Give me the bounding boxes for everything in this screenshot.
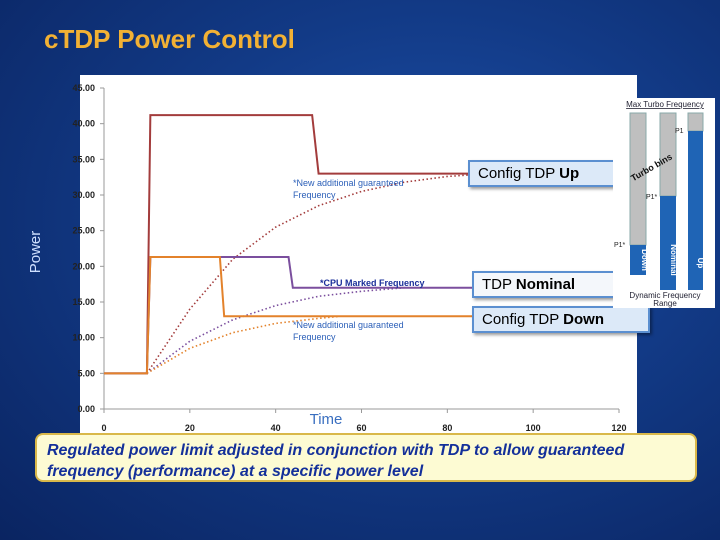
footer-note: Regulated power limit adjusted in conjun… — [35, 433, 697, 482]
annotation: *CPU Marked Frequency — [320, 278, 425, 288]
frequency-diagram: Max Turbo Frequency Down Nominal Up Turb… — [613, 98, 715, 308]
annotation: Frequency — [293, 332, 336, 342]
annotation: Frequency — [293, 190, 336, 200]
bar-blue — [660, 196, 676, 290]
y-tick-label: 10.00 — [72, 333, 95, 343]
y-tick-label: 35.00 — [72, 154, 95, 164]
level-label: P1* — [646, 194, 658, 201]
series-line — [146, 286, 405, 374]
x-tick-label: 40 — [271, 423, 281, 433]
diagram-top-label: Max Turbo Frequency — [626, 100, 704, 109]
series-line — [104, 114, 619, 375]
y-tick-label: 40.00 — [72, 119, 95, 129]
series-line — [104, 256, 619, 375]
range-label: Dynamic Frequency — [629, 291, 700, 300]
x-tick-label: 20 — [185, 423, 195, 433]
diagram-svg: Max Turbo Frequency Down Nominal Up Turb… — [614, 100, 705, 308]
y-tick-label: 15.00 — [72, 297, 95, 307]
y-tick-label: 5.00 — [77, 368, 95, 378]
callout-down: Config TDP Down — [472, 306, 650, 333]
callout-nominal: TDP Nominal — [472, 271, 620, 298]
annotation: *New additional guaranteed — [293, 320, 404, 330]
y-tick-label: 25.00 — [72, 226, 95, 236]
callout-bold: Up — [559, 165, 580, 182]
x-tick-label: 100 — [526, 423, 541, 433]
bar-label: Nominal — [669, 244, 678, 276]
x-tick-label: 120 — [611, 423, 626, 433]
y-axis-title: Power — [27, 231, 44, 274]
bar-label: Up — [696, 258, 705, 269]
x-axis-title: Time — [310, 411, 343, 428]
annotation: *New additional guaranteed — [293, 178, 404, 188]
x-tick-label: 0 — [101, 423, 106, 433]
series-line — [146, 172, 491, 374]
x-tick-label: 80 — [442, 423, 452, 433]
callout-text: TDP — [482, 276, 512, 293]
level-label: P1* — [614, 242, 626, 249]
y-tick-label: 30.00 — [72, 190, 95, 200]
y-tick-label: 0.00 — [77, 404, 95, 414]
callout-bold: Down — [563, 311, 604, 328]
y-tick-label: 45.00 — [72, 83, 95, 93]
callout-text: Config TDP — [482, 311, 559, 328]
bar-label: Down — [640, 249, 649, 271]
level-label: P1 — [675, 128, 684, 135]
slide-title: cTDP Power Control — [44, 24, 295, 54]
range-label: Range — [653, 299, 677, 308]
series-line — [146, 315, 341, 375]
callout-text: Config TDP — [478, 165, 555, 182]
callout-bold: Nominal — [515, 276, 576, 293]
bar-gray — [687, 112, 704, 132]
bar-blue — [630, 245, 646, 275]
y-tick-label: 20.00 — [72, 261, 95, 271]
x-tick-label: 60 — [356, 423, 366, 433]
callout-up: Config TDP Up — [468, 160, 618, 187]
bar-blue — [688, 131, 703, 290]
